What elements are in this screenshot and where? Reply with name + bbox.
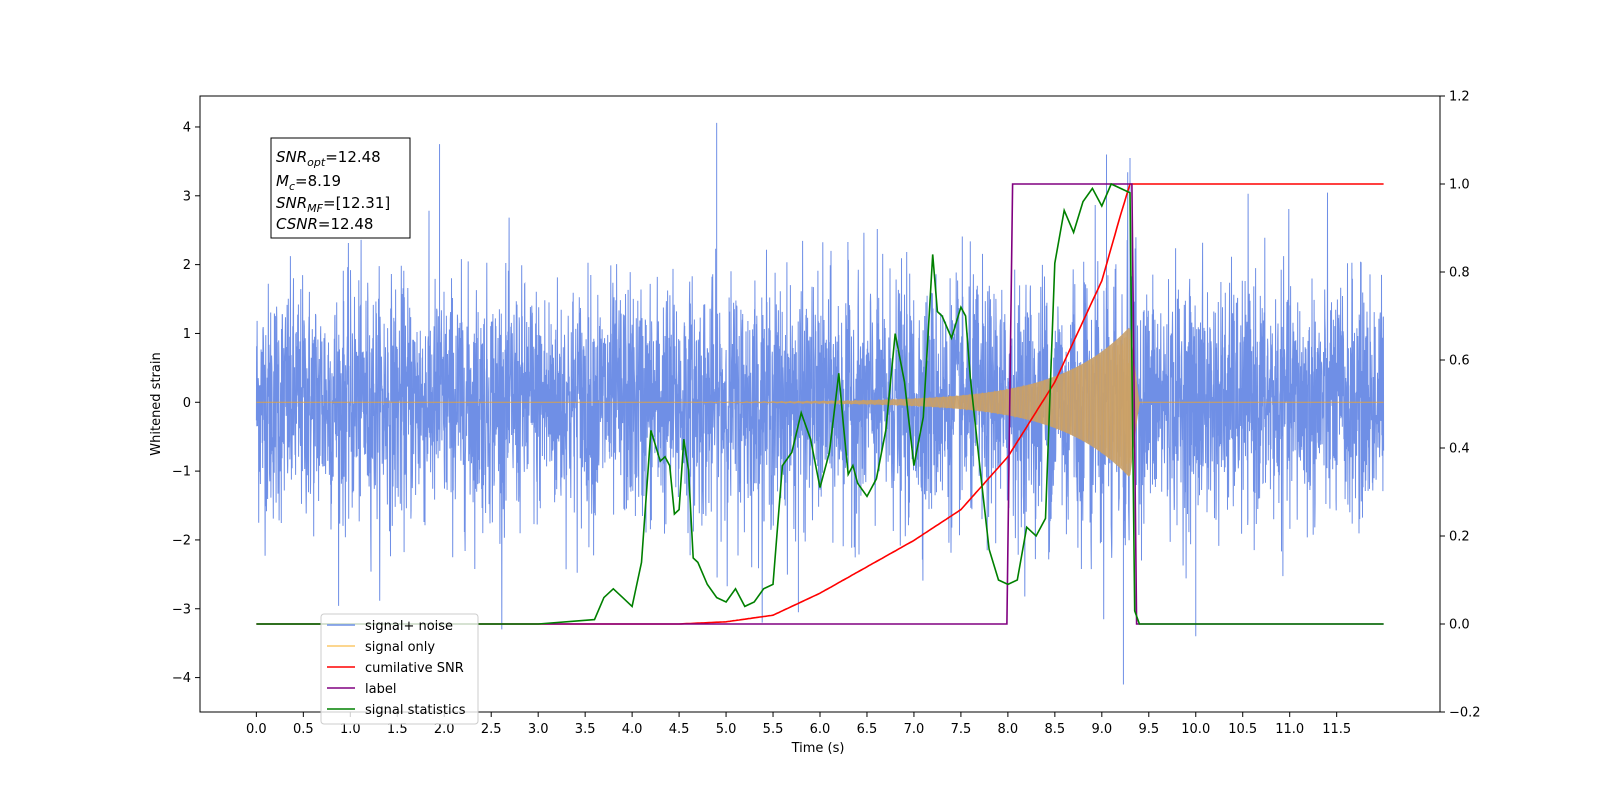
x-tick-label: 6.0 — [810, 722, 831, 737]
y-tick-label: −3 — [172, 602, 191, 617]
y-tick-label: 4 — [183, 120, 191, 135]
x-axis-label: Time (s) — [791, 741, 845, 756]
y-tick-label: 0 — [183, 396, 191, 411]
annotation-snr-mf: SNRMF=[12.31] — [276, 194, 390, 215]
y2-tick-label: 1.0 — [1449, 178, 1470, 193]
legend-label-4: signal statistics — [365, 703, 466, 718]
y-tick-label: 1 — [183, 327, 191, 342]
x-tick-label: 9.5 — [1138, 722, 1159, 737]
x-tick-label: 4.0 — [622, 722, 643, 737]
y2-tick-label: −0.2 — [1449, 706, 1481, 721]
annotation-csnr: CSNR=12.48 — [276, 215, 373, 233]
x-tick-label: 5.5 — [763, 722, 784, 737]
annotation-snr-opt: SNRopt=12.48 — [276, 148, 381, 169]
y-tick-label: −1 — [172, 465, 191, 480]
y2-tick-label: 0.4 — [1449, 442, 1470, 457]
series-signal-statistics — [256, 182, 1384, 625]
y-axis-label: Whitened strain — [149, 352, 164, 455]
x-tick-label: 7.5 — [951, 722, 972, 737]
legend-item-2: cumilative SNR — [327, 661, 464, 676]
x-tick-label: 5.0 — [716, 722, 737, 737]
series-signal-plus-noise — [255, 172, 1385, 630]
x-tick-label: 11.0 — [1275, 722, 1304, 737]
legend-item-0: signal+ noise — [327, 619, 453, 634]
annotation-mc: Mc=8.19 — [276, 172, 341, 193]
legend-label-0: signal+ noise — [365, 619, 453, 634]
x-tick-label: 9.0 — [1091, 722, 1112, 737]
x-tick-label: 8.0 — [998, 722, 1019, 737]
y2-tick-label: 0.2 — [1449, 530, 1470, 545]
y-tick-label: −4 — [172, 671, 191, 686]
y2-tick-label: 0.8 — [1449, 266, 1470, 281]
x-tick-label: 0.0 — [246, 722, 267, 737]
x-tick-label: 1.0 — [340, 722, 361, 737]
y-axis-right: 1.2 1.0 0.8 0.6 0.4 0.2 0.0 −0.2 — [1440, 90, 1481, 721]
x-tick-label: 1.5 — [387, 722, 408, 737]
x-tick-label: 0.5 — [293, 722, 314, 737]
x-tick-label: 11.5 — [1322, 722, 1351, 737]
legend-frame — [320, 613, 479, 725]
x-tick-label: 6.5 — [857, 722, 878, 737]
x-tick-label: 2.5 — [481, 722, 502, 737]
x-tick-label: 7.0 — [904, 722, 925, 737]
x-tick-label: 8.5 — [1045, 722, 1066, 737]
legend-label-3: label — [365, 682, 396, 697]
y-tick-label: 2 — [183, 258, 191, 273]
legend-item-4: signal statistics — [327, 703, 466, 718]
x-tick-label: 2.0 — [434, 722, 455, 737]
x-tick-label: 4.5 — [669, 722, 690, 737]
signal-only-envelope — [538, 327, 1140, 477]
x-tick-label: 10.0 — [1181, 722, 1210, 737]
x-tick-label: 10.5 — [1228, 722, 1257, 737]
legend-label-2: cumilative SNR — [365, 661, 464, 676]
y2-tick-label: 0.0 — [1449, 618, 1470, 633]
annotation-box: SNRopt=12.48 Mc=8.19 SNRMF=[12.31] CSNR=… — [270, 137, 411, 239]
legend-label-1: signal only — [365, 640, 435, 655]
y-tick-label: −2 — [172, 533, 191, 548]
y2-tick-label: 1.2 — [1449, 90, 1470, 105]
legend: signal+ noise signal only cumilative SNR… — [320, 613, 479, 725]
legend-item-3: label — [327, 682, 396, 697]
y-tick-label: 3 — [183, 189, 191, 204]
legend-item-1: signal only — [327, 640, 435, 655]
y-axis-left: 4 3 2 1 0 −1 −2 −3 −4 — [172, 120, 200, 686]
x-tick-label: 3.0 — [528, 722, 549, 737]
x-tick-label: 3.5 — [575, 722, 596, 737]
y2-tick-label: 0.6 — [1449, 354, 1470, 369]
